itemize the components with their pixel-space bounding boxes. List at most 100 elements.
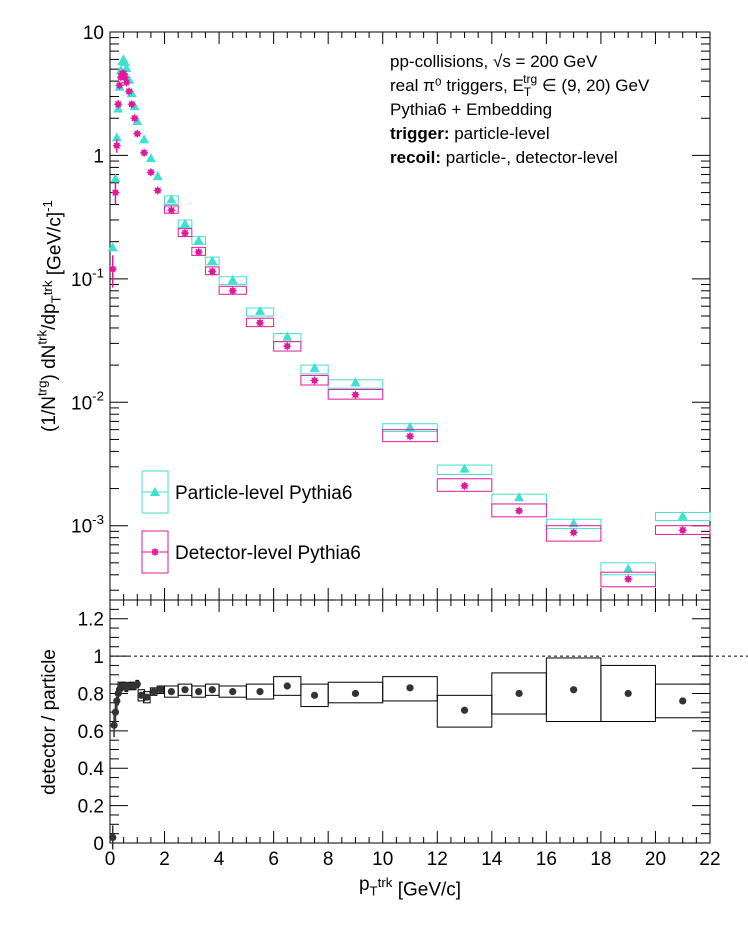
- data-point: [111, 708, 120, 716]
- data-point: [459, 463, 470, 473]
- annotation: recoil: particle-, detector-level: [390, 148, 618, 167]
- y-tick-label: 10: [83, 23, 104, 44]
- data-point: [460, 706, 469, 714]
- y-axis-title: (1/Ntrg) dNtrk/dpTtrk [GeV/c]-1: [34, 200, 65, 432]
- data-point: [255, 318, 265, 328]
- data-point: [350, 390, 360, 400]
- sys-box: [436, 478, 493, 492]
- data-point: [152, 171, 163, 181]
- data-point: [515, 689, 523, 698]
- series-particle: [107, 54, 711, 576]
- data-point: [110, 188, 120, 198]
- data-point: [156, 686, 165, 694]
- data-point: [120, 57, 130, 67]
- data-point: [115, 80, 125, 90]
- x-tick-label: 22: [699, 849, 720, 870]
- data-point: [113, 99, 123, 109]
- data-point: [110, 721, 118, 729]
- legend-label: Detector-level Pythia6: [175, 543, 361, 564]
- y-tick-label: 10-3: [71, 512, 104, 538]
- data-point: [139, 134, 150, 144]
- data-point: [113, 697, 121, 705]
- y-tick-label: 0.4: [78, 759, 105, 780]
- top-panel: Particle-level Pythia6 Detector-level Pyt…: [107, 31, 711, 601]
- data-point: [180, 218, 190, 228]
- data-point: [624, 689, 632, 698]
- data-point: [282, 331, 293, 341]
- y-tick-label: 0.8: [78, 684, 104, 705]
- y-tick-label: 0: [93, 834, 104, 855]
- data-point: [130, 113, 140, 123]
- y-tick-label: 1: [93, 146, 104, 167]
- data-point: [227, 274, 238, 284]
- data-point: [207, 255, 218, 265]
- x-tick-label: 16: [536, 849, 557, 870]
- data-point: [256, 687, 264, 696]
- data-point: [570, 686, 578, 694]
- sys-box: [491, 503, 547, 518]
- data-point: [406, 684, 414, 692]
- y-tick-label: 0.6: [78, 722, 104, 743]
- data-point: [180, 228, 190, 238]
- data-point: [405, 422, 415, 432]
- legend-label: Particle-level Pythia6: [175, 483, 352, 504]
- data-point: [124, 86, 134, 96]
- data-point: [181, 686, 189, 694]
- data-point: [568, 518, 579, 528]
- data-point: [153, 185, 163, 195]
- data-point: [133, 680, 141, 688]
- data-point: [208, 686, 216, 694]
- data-point: [310, 376, 320, 386]
- annotation: real π⁰ triggers, ETtrg ∈ (9, 20) GeV: [390, 72, 650, 99]
- data-point: [405, 431, 415, 441]
- data-point: [283, 682, 291, 690]
- x-tick-label: 2: [159, 849, 170, 870]
- data-point: [623, 563, 634, 573]
- data-point: [109, 833, 117, 841]
- data-point: [111, 132, 122, 142]
- data-point: [514, 492, 525, 502]
- sys-box: [382, 676, 438, 702]
- data-point: [121, 77, 131, 87]
- data-point: [108, 264, 118, 274]
- data-point: [677, 510, 688, 520]
- y-axis-title-bottom: detector / particle: [39, 649, 60, 795]
- data-point: [350, 377, 361, 387]
- sys-box: [273, 341, 302, 352]
- x-tick-label: 18: [590, 849, 611, 870]
- data-point: [167, 687, 175, 696]
- data-point: [255, 305, 265, 315]
- data-point: [166, 205, 176, 215]
- series-detector: [108, 69, 711, 588]
- y-tick-label: 10-2: [71, 389, 104, 415]
- legend-entry: Particle-level Pythia6: [141, 470, 352, 514]
- ratio-series: [109, 657, 711, 850]
- x-tick-label: 12: [427, 849, 448, 870]
- data-point: [195, 687, 203, 696]
- x-tick-label: 8: [323, 849, 334, 870]
- data-point: [143, 693, 151, 701]
- bottom-panel: [109, 599, 748, 850]
- sys-box: [654, 683, 711, 719]
- annotation: trigger: particle-level: [390, 124, 550, 143]
- data-point: [351, 689, 360, 698]
- x-tick-label: 10: [372, 849, 393, 870]
- annotation: Pythia6 + Embedding: [390, 100, 552, 119]
- data-point: [207, 266, 217, 276]
- sys-box: [545, 525, 602, 542]
- y-tick-label: 0.2: [78, 797, 104, 818]
- data-point: [194, 247, 204, 257]
- annotation: pp-collisions, √s = 200 GeV: [390, 52, 598, 71]
- data-point: [150, 547, 160, 557]
- y-tick-label: 10-1: [71, 265, 104, 291]
- data-point: [132, 129, 142, 139]
- data-point: [166, 194, 177, 204]
- data-point: [309, 362, 320, 372]
- data-point: [193, 235, 204, 245]
- x-tick-label: 0: [105, 849, 116, 870]
- data-point: [460, 481, 470, 491]
- data-point: [120, 72, 130, 82]
